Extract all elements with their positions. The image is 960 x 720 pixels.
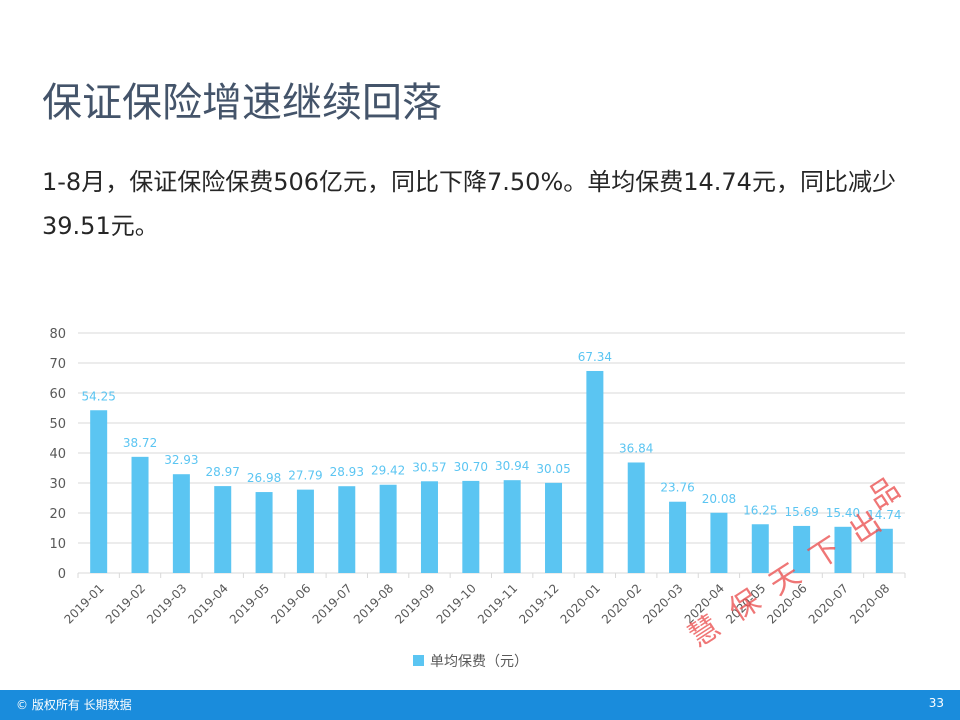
data-label: 27.79 [288,469,322,483]
x-tick-label: 2019-09 [392,581,437,626]
data-label: 23.76 [660,481,694,495]
y-tick-label: 70 [49,357,66,372]
bar [793,525,811,573]
data-label: 29.42 [371,464,405,478]
gridlines [78,332,905,574]
x-tick-label: 2019-12 [516,581,561,626]
legend-swatch [413,655,424,666]
page-number: 33 [928,696,944,710]
bars [90,370,893,573]
bar [462,480,480,573]
x-tick-label: 2019-03 [144,581,189,626]
bar [503,480,521,573]
x-tick-label: 2019-05 [227,581,272,626]
legend: 单均保费（元） [413,654,528,670]
x-tick-label: 2019-01 [61,581,106,626]
x-tick-label: 2020-01 [558,581,603,626]
x-tick-label: 2020-06 [764,581,809,626]
data-label: 38.72 [123,436,157,450]
x-tick-label: 2020-02 [599,581,644,626]
x-axis-ticks: 2019-012019-022019-032019-042019-052019-… [61,573,906,627]
x-tick-label: 2020-08 [847,581,892,626]
y-tick-label: 30 [49,477,66,492]
y-tick-label: 40 [49,447,66,462]
bar [545,482,563,573]
copyright-text: © 版权所有 长期数据 [16,698,132,712]
x-tick-label: 2020-04 [682,581,727,626]
bar [875,528,893,573]
data-label: 54.25 [81,389,115,403]
data-label: 67.34 [578,350,612,364]
bar [834,526,852,573]
bar [214,486,232,573]
data-label: 30.05 [536,462,570,476]
data-labels: 54.25 38.72 32.93 28.97 26.98 27.79 28.93 29.42… [81,350,901,522]
page-title: 保证保险增速继续回落 [42,80,442,126]
bar [172,474,190,573]
data-label: 28.93 [330,465,364,479]
bar-chart: 0 10 20 30 40 50 60 70 80 54.25 38.72 32.93 28.97 26… [49,327,906,670]
bar [751,524,769,573]
x-tick-label: 2019-07 [310,581,355,626]
bar [255,492,273,573]
data-label: 36.84 [619,441,653,455]
bar [131,456,149,573]
x-tick-label: 2020-05 [723,581,768,626]
data-label: 30.70 [454,460,488,474]
x-tick-label: 2019-02 [103,581,148,626]
data-label: 30.57 [412,460,446,474]
data-label: 26.98 [247,471,281,485]
data-label: 15.69 [784,505,818,519]
y-tick-label: 20 [49,507,66,522]
x-tick-label: 2020-07 [806,581,851,626]
x-tick-label: 2019-06 [268,581,313,626]
data-label: 32.93 [164,453,198,467]
bar [586,370,604,573]
data-label: 15.40 [826,506,860,520]
data-label: 16.25 [743,503,777,517]
data-label: 14.74 [867,508,901,522]
data-label: 20.08 [702,492,736,506]
x-tick-label: 2019-11 [475,581,520,626]
footer-bar: © 版权所有 长期数据 33 [0,690,960,720]
x-tick-label: 2020-03 [640,581,685,626]
bar [90,410,108,573]
bar [669,501,687,573]
data-label: 28.97 [206,465,240,479]
y-tick-label: 60 [49,387,66,402]
y-tick-label: 50 [49,417,66,432]
y-axis-ticks: 0 10 20 30 40 50 60 70 80 [49,327,66,582]
summary-text: 1-8月，保证保险保费506亿元，同比下降7.50%。单均保费14.74元，同比… [42,168,896,240]
bar [296,489,314,573]
bar [379,484,397,573]
x-tick-label: 2019-10 [434,581,479,626]
y-tick-label: 0 [58,567,66,582]
legend-label: 单均保费（元） [430,654,528,670]
bar [338,486,356,573]
y-tick-label: 80 [49,327,66,342]
bar [420,481,438,573]
data-label: 30.94 [495,459,529,473]
bar [710,512,728,573]
y-tick-label: 10 [49,537,66,552]
x-tick-label: 2019-04 [185,581,230,626]
bar [627,462,645,573]
x-tick-label: 2019-08 [351,581,396,626]
